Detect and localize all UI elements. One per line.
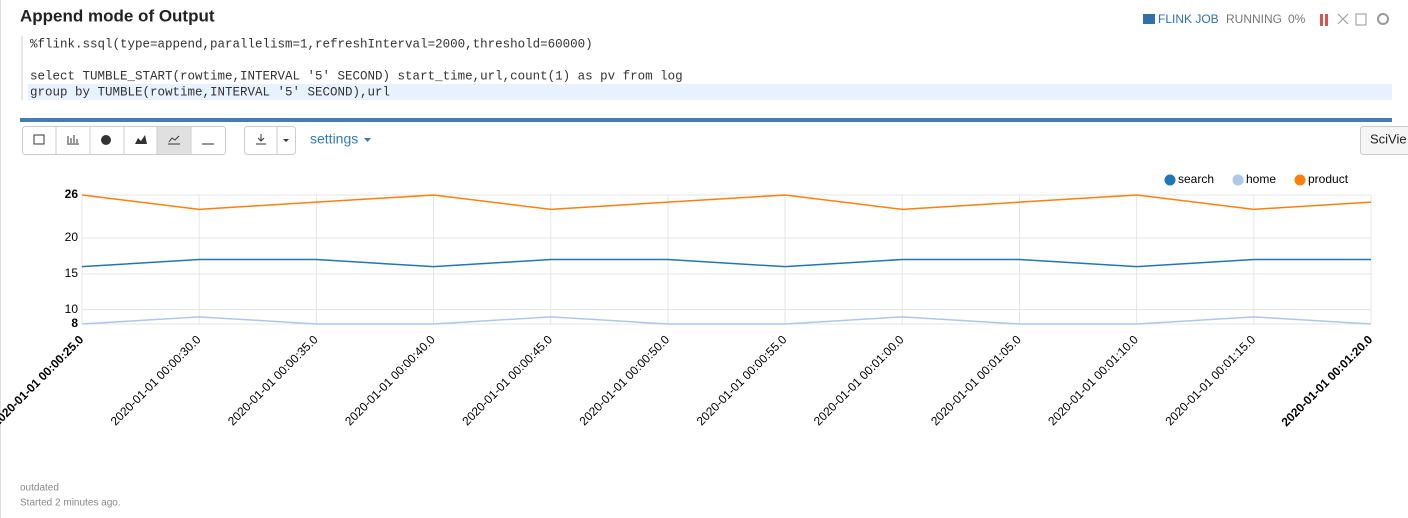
- book-icon[interactable]: [1355, 13, 1367, 26]
- side-button-label[interactable]: SciVie: [1370, 131, 1407, 146]
- x-tick-label: 2020-01-01 00:01:15.0: [1162, 332, 1258, 428]
- editor-separator: [20, 118, 1392, 122]
- y-tick-label: 10: [65, 302, 79, 316]
- x-tick-label: 2020-01-01 00:01:00.0: [811, 332, 907, 428]
- series-line: [81, 194, 1372, 211]
- x-tick-label: 2020-01-01 00:00:45.0: [459, 332, 555, 428]
- cancel-icon[interactable]: [1320, 14, 1323, 26]
- job-icon: [1143, 14, 1155, 24]
- legend-label: product: [1308, 172, 1349, 186]
- bar-icon[interactable]: [67, 135, 79, 145]
- started-time: Started 2 minutes ago.: [20, 498, 121, 509]
- x-tick-label: 2020-01-01 00:00:55.0: [694, 332, 790, 428]
- x-tick-label: 2020-01-01 00:00:30.0: [108, 332, 204, 428]
- settings-toggle[interactable]: settings: [310, 131, 358, 147]
- code-line[interactable]: group by TUMBLE(rowtime,INTERVAL '5' SEC…: [30, 85, 390, 99]
- progress: 0%: [1288, 12, 1306, 26]
- x-tick-label: 2020-01-01 00:00:40.0: [342, 332, 438, 428]
- download-icon[interactable]: [256, 134, 266, 145]
- legend-marker: [1294, 174, 1306, 186]
- caret[interactable]: [364, 138, 371, 142]
- caret[interactable]: [283, 139, 289, 142]
- line-icon[interactable]: [168, 135, 180, 145]
- x-tick-label: 2020-01-01 00:00:25.0: [0, 332, 87, 429]
- code-line[interactable]: select TUMBLE_START(rowtime,INTERVAL '5'…: [30, 69, 683, 83]
- flink-job-link[interactable]: FLINK JOB: [1158, 12, 1219, 26]
- legend-marker: [1164, 174, 1176, 186]
- visualization-buttons: [22, 126, 296, 155]
- y-tick-label: 8: [71, 316, 78, 330]
- y-tick-label: 20: [65, 230, 79, 244]
- pie-icon[interactable]: [101, 135, 111, 145]
- paragraph-controls: [1320, 13, 1389, 26]
- active-button[interactable]: [157, 127, 191, 154]
- expand-icon[interactable]: [1337, 13, 1349, 25]
- y-tick-label: 15: [65, 266, 79, 280]
- x-tick-label: 2020-01-01 00:00:50.0: [577, 332, 673, 428]
- area-icon[interactable]: [135, 135, 147, 144]
- side-button[interactable]: [1360, 126, 1408, 155]
- legend-label: search: [1178, 172, 1214, 186]
- download-group[interactable]: [244, 126, 296, 155]
- status-note: outdated: [20, 483, 59, 494]
- y-tick-label: 26: [65, 187, 79, 201]
- active-line-highlight: [28, 84, 1392, 100]
- legend-marker: [1232, 174, 1244, 186]
- table-icon[interactable]: [33, 134, 45, 145]
- series-line: [81, 258, 1371, 268]
- paragraph-title: Append mode of Output: [20, 6, 215, 25]
- cancel-icon[interactable]: [1325, 14, 1328, 26]
- settings-icon[interactable]: [1377, 13, 1389, 25]
- legend-label: home: [1246, 172, 1276, 186]
- x-tick-label: 2020-01-01 00:01:10.0: [1045, 332, 1141, 428]
- series-line: [81, 316, 1372, 325]
- button-dividers: [55, 127, 192, 154]
- status: RUNNING: [1226, 12, 1282, 26]
- x-tick-label: 2020-01-01 00:01:20.0: [1279, 332, 1376, 429]
- x-tick-label: 2020-01-01 00:01:05.0: [928, 332, 1024, 428]
- code-line[interactable]: %flink.ssql(type=append,parallelism=1,re…: [30, 37, 593, 51]
- x-tick-label: 2020-01-01 00:00:35.0: [225, 332, 321, 428]
